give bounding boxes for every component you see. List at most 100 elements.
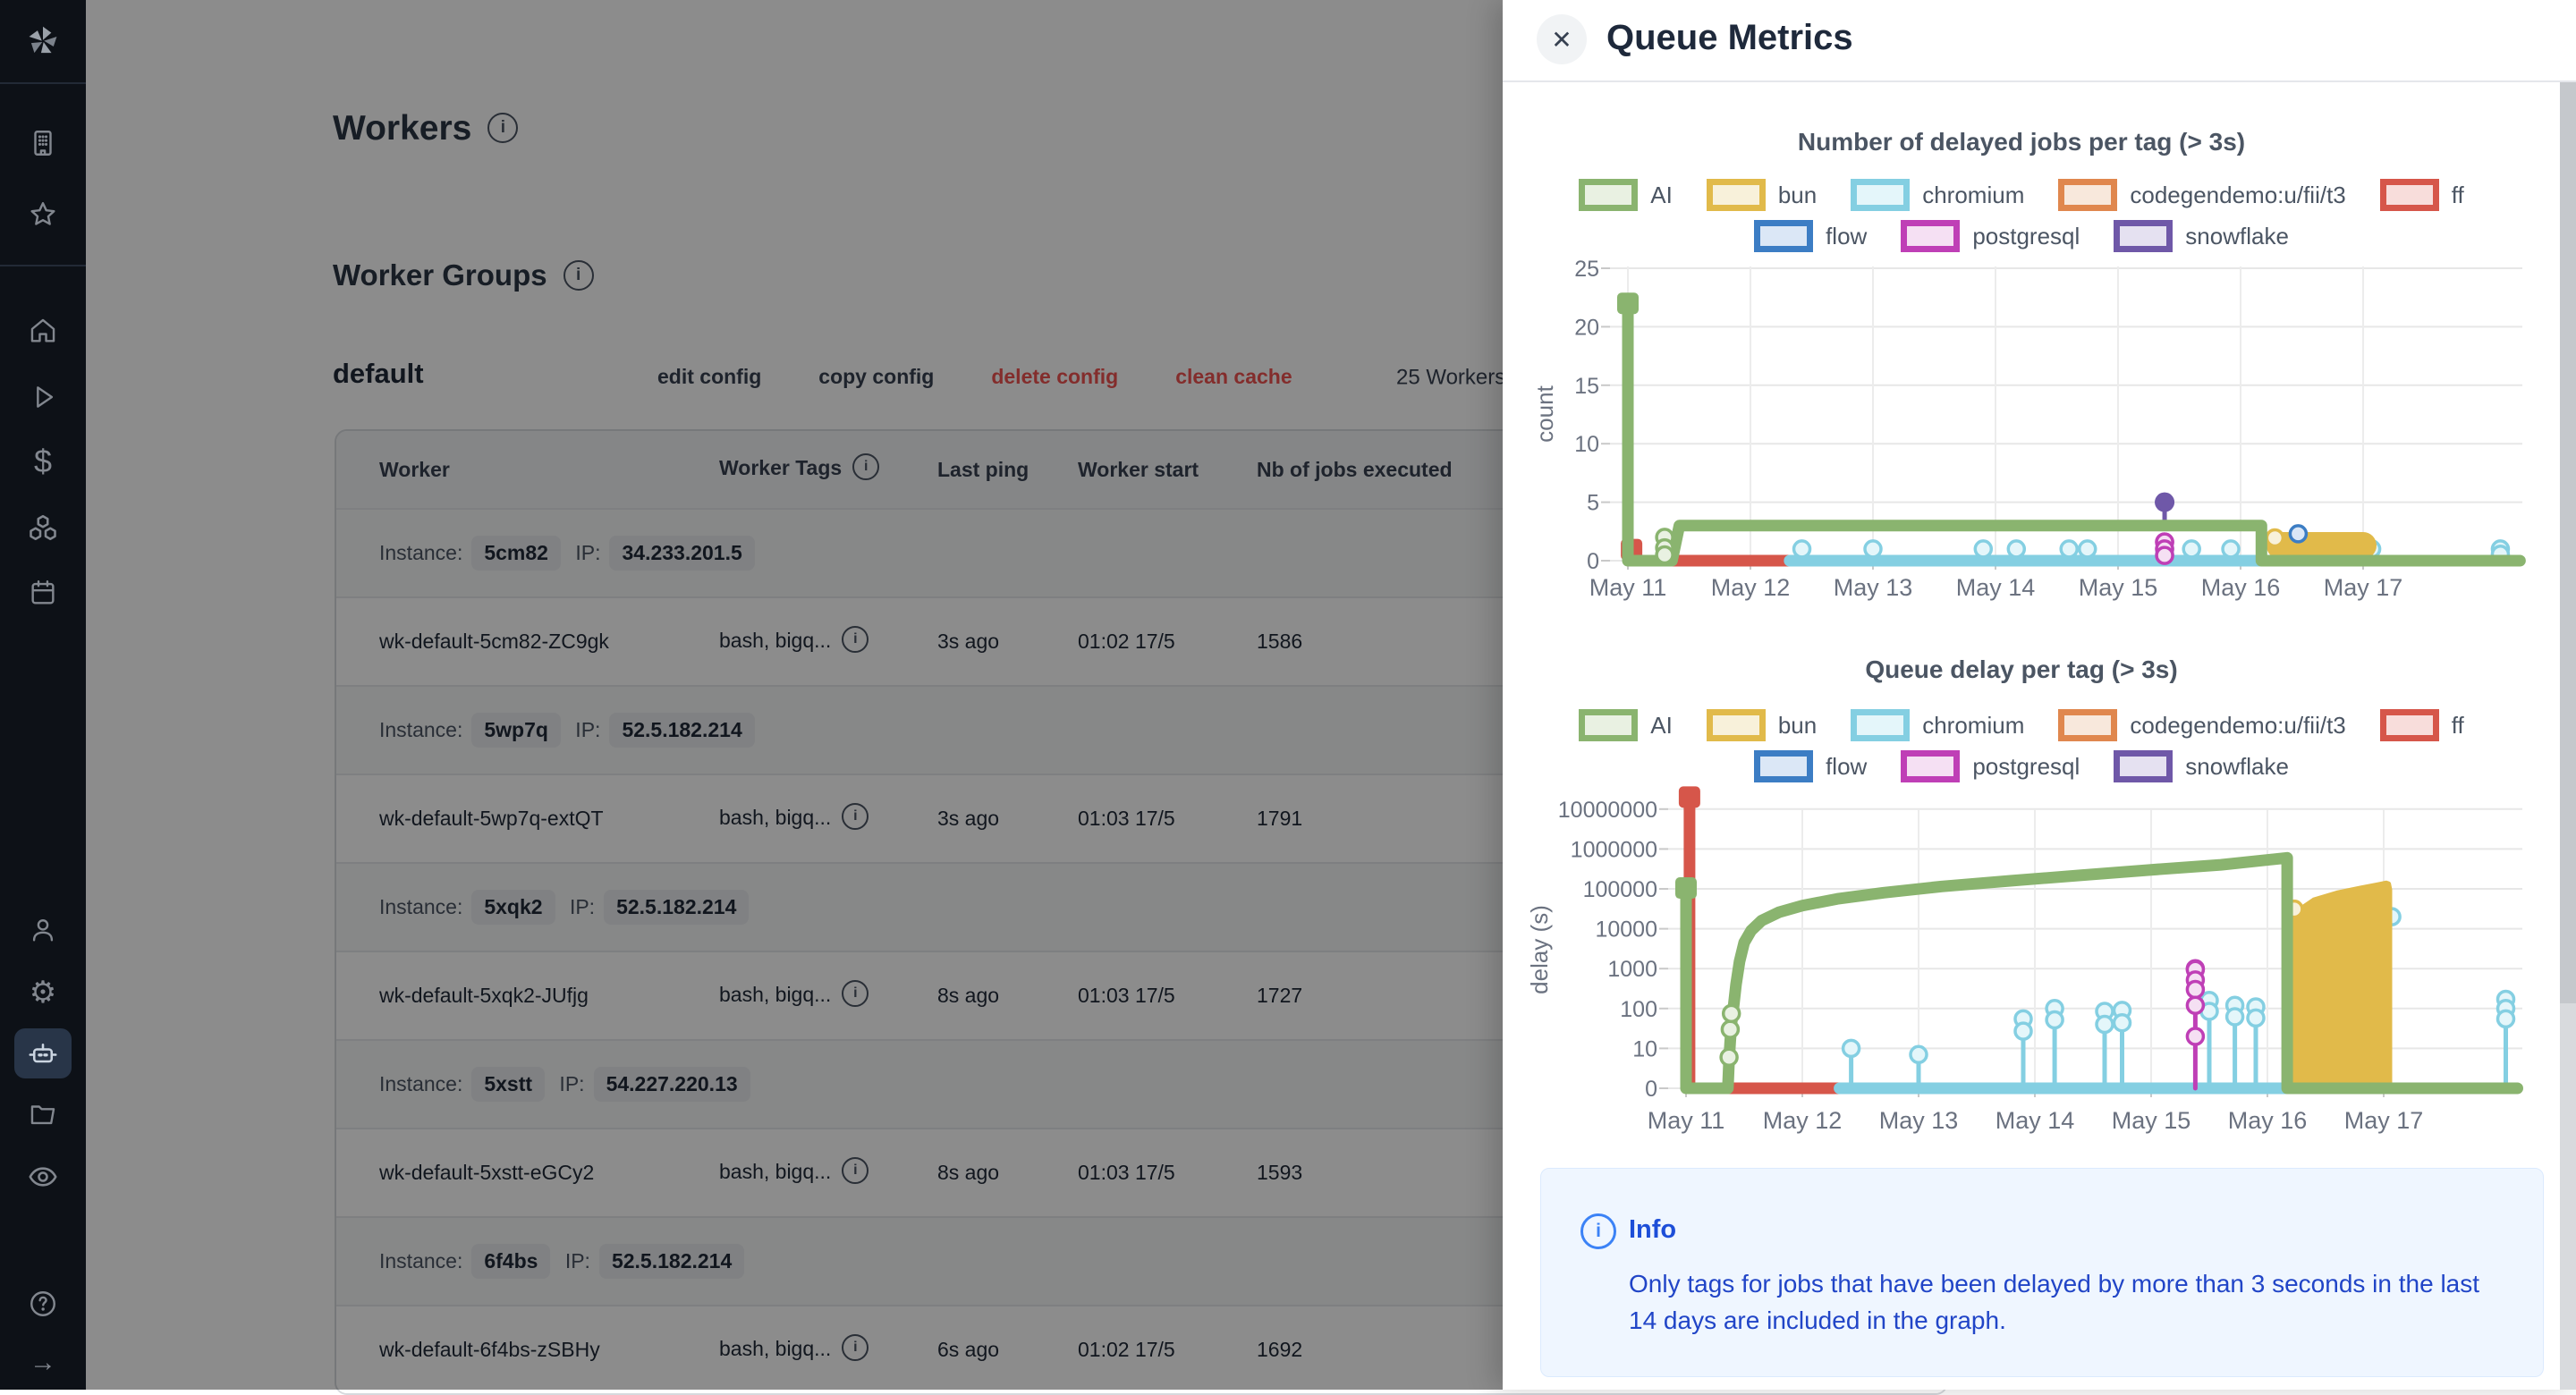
legend-item-chromium[interactable]: chromium bbox=[1851, 709, 2024, 741]
sidebar-item-help[interactable] bbox=[0, 1279, 86, 1329]
legend-item-postgresql[interactable]: postgresql bbox=[1901, 750, 2080, 782]
sidebar-item-resources[interactable] bbox=[0, 503, 86, 553]
legend-swatch bbox=[1901, 220, 1961, 252]
delete-config-button[interactable]: delete config bbox=[991, 365, 1119, 388]
sidebar-item-expand[interactable]: → bbox=[0, 1338, 86, 1388]
column-header: Worker start bbox=[1078, 431, 1257, 509]
sidebar-item-favorites[interactable] bbox=[0, 190, 86, 240]
legend-item-snowflake[interactable]: snowflake bbox=[2114, 750, 2289, 782]
close-drawer-button[interactable]: ✕ bbox=[1537, 14, 1587, 64]
sidebar-item-runs[interactable] bbox=[0, 372, 86, 422]
legend-item-snowflake[interactable]: snowflake bbox=[2114, 220, 2289, 252]
legend-item-ff[interactable]: ff bbox=[2379, 179, 2464, 211]
sidebar-divider bbox=[0, 82, 86, 84]
sidebar-item-workspace[interactable] bbox=[0, 118, 86, 168]
edit-config-button[interactable]: edit config bbox=[657, 365, 762, 388]
gear-icon: ⚙ bbox=[29, 976, 57, 1010]
column-header: Worker bbox=[336, 431, 719, 509]
queue-delay-chart: 0 10 100 1000 10000 100000 1000000 10000000 May … bbox=[1526, 786, 2523, 1134]
legend-label: snowflake bbox=[2185, 752, 2289, 780]
sidebar-item-home[interactable] bbox=[0, 306, 86, 356]
legend-item-bun[interactable]: bun bbox=[1706, 709, 1817, 741]
info-icon[interactable]: i bbox=[842, 1333, 869, 1361]
svg-text:25: 25 bbox=[1574, 257, 1599, 282]
dollar-icon: $ bbox=[33, 443, 53, 479]
info-icon[interactable]: i bbox=[563, 259, 594, 291]
legend-row: flow postgresql snowflake bbox=[1754, 220, 2289, 252]
legend-item-postgresql[interactable]: postgresql bbox=[1901, 220, 2080, 252]
worker-name-cell: wk-default-5cm82-ZC9gk bbox=[379, 630, 609, 653]
legend-item-AI[interactable]: AI bbox=[1579, 709, 1673, 741]
legend-item-flow[interactable]: flow bbox=[1754, 220, 1867, 252]
last-ping-cell: 6s ago bbox=[937, 1338, 1000, 1361]
sidebar-item-workers-active[interactable] bbox=[14, 1028, 72, 1078]
last-ping-cell: 3s ago bbox=[937, 807, 1000, 830]
sidebar-divider bbox=[0, 265, 86, 266]
scrollbar-thumb[interactable] bbox=[2560, 82, 2576, 1003]
play-icon bbox=[37, 386, 54, 408]
chart-title-delayed-jobs: Number of delayed jobs per tag (> 3s) bbox=[1797, 128, 2246, 156]
legend-label: codegendemo:u/fii/t3 bbox=[2130, 181, 2346, 208]
legend-item-codegendemo:u/fii/t3[interactable]: codegendemo:u/fii/t3 bbox=[2058, 709, 2346, 741]
instance-id-badge: 5xqk2 bbox=[471, 890, 555, 925]
worker-name-cell: wk-default-5xqk2-JUfjg bbox=[379, 984, 589, 1007]
legend-item-codegendemo:u/fii/t3[interactable]: codegendemo:u/fii/t3 bbox=[2058, 179, 2346, 211]
legend-label: ff bbox=[2451, 711, 2464, 739]
info-icon[interactable]: i bbox=[842, 1156, 869, 1184]
legend-item-flow[interactable]: flow bbox=[1754, 750, 1867, 782]
worker-name-cell: wk-default-6f4bs-zSBHy bbox=[379, 1338, 600, 1361]
robot-icon bbox=[0, 1028, 86, 1078]
svg-text:May 17: May 17 bbox=[2344, 1107, 2424, 1134]
instance-id-badge: 5wp7q bbox=[471, 713, 561, 748]
svg-text:May 13: May 13 bbox=[1879, 1107, 1959, 1134]
sidebar-item-settings[interactable]: ⚙ bbox=[0, 968, 86, 1018]
sidebar-item-folders[interactable] bbox=[0, 1089, 86, 1139]
legend-item-bun[interactable]: bun bbox=[1706, 179, 1817, 211]
copy-config-button[interactable]: copy config bbox=[818, 365, 935, 388]
legend-item-ff[interactable]: ff bbox=[2379, 709, 2464, 741]
legend-swatch bbox=[1851, 179, 1911, 211]
section-title-text: Worker Groups bbox=[333, 258, 547, 292]
info-icon[interactable]: i bbox=[852, 453, 880, 480]
svg-text:20: 20 bbox=[1574, 315, 1599, 340]
svg-text:1000000: 1000000 bbox=[1571, 837, 1657, 862]
sidebar-item-users[interactable] bbox=[0, 905, 86, 955]
worker-tags-cell: bash, bigq... i bbox=[719, 951, 937, 1040]
ip-label: IP: bbox=[569, 541, 601, 564]
sidebar: $ ⚙ bbox=[0, 0, 86, 1390]
info-box: i Info Only tags for jobs that have been… bbox=[1540, 1168, 2544, 1377]
jobs-executed-cell: 1692 bbox=[1257, 1338, 1303, 1361]
close-icon: ✕ bbox=[1551, 25, 1572, 54]
svg-text:May 14: May 14 bbox=[1996, 1107, 2075, 1134]
clean-cache-button[interactable]: clean cache bbox=[1175, 365, 1292, 388]
instance-label: Instance: bbox=[379, 541, 463, 564]
sidebar-item-schedules[interactable] bbox=[0, 568, 86, 618]
legend-item-chromium[interactable]: chromium bbox=[1851, 179, 2024, 211]
info-box-title: Info bbox=[1629, 1215, 1677, 1244]
worker-group-actions: edit config copy config delete config clean… bbox=[657, 365, 1292, 389]
worker-start-cell: 01:03 17/5 bbox=[1078, 984, 1175, 1007]
last-ping-cell: 8s ago bbox=[937, 1161, 1000, 1184]
cubes-icon bbox=[30, 514, 56, 541]
windmill-logo-icon[interactable] bbox=[0, 16, 86, 66]
legend-swatch bbox=[1754, 750, 1814, 782]
sidebar-item-variables[interactable]: $ bbox=[0, 436, 86, 486]
drawer-backdrop[interactable] bbox=[86, 0, 1503, 1390]
svg-text:100: 100 bbox=[1620, 997, 1657, 1022]
sidebar-item-audit-logs[interactable] bbox=[0, 1152, 86, 1202]
page-title: Workers i bbox=[333, 109, 519, 148]
legend-row: AI bun chromium codegendemo:u/fii/t3 ff bbox=[1579, 709, 2464, 741]
legend-swatch bbox=[2114, 750, 2174, 782]
svg-text:May 16: May 16 bbox=[2228, 1107, 2308, 1134]
svg-text:May 15: May 15 bbox=[2112, 1107, 2191, 1134]
drawer-scrollbar[interactable] bbox=[2560, 82, 2576, 1390]
ip-label: IP: bbox=[554, 1072, 585, 1095]
info-icon[interactable]: i bbox=[842, 979, 869, 1007]
info-icon[interactable]: i bbox=[842, 625, 869, 653]
chart-title-queue-delay: Queue delay per tag (> 3s) bbox=[1865, 655, 2178, 683]
legend-swatch bbox=[2114, 220, 2174, 252]
info-icon[interactable]: i bbox=[487, 112, 519, 143]
legend-item-AI[interactable]: AI bbox=[1579, 179, 1673, 211]
svg-text:May 16: May 16 bbox=[2201, 574, 2281, 601]
info-icon[interactable]: i bbox=[842, 802, 869, 830]
